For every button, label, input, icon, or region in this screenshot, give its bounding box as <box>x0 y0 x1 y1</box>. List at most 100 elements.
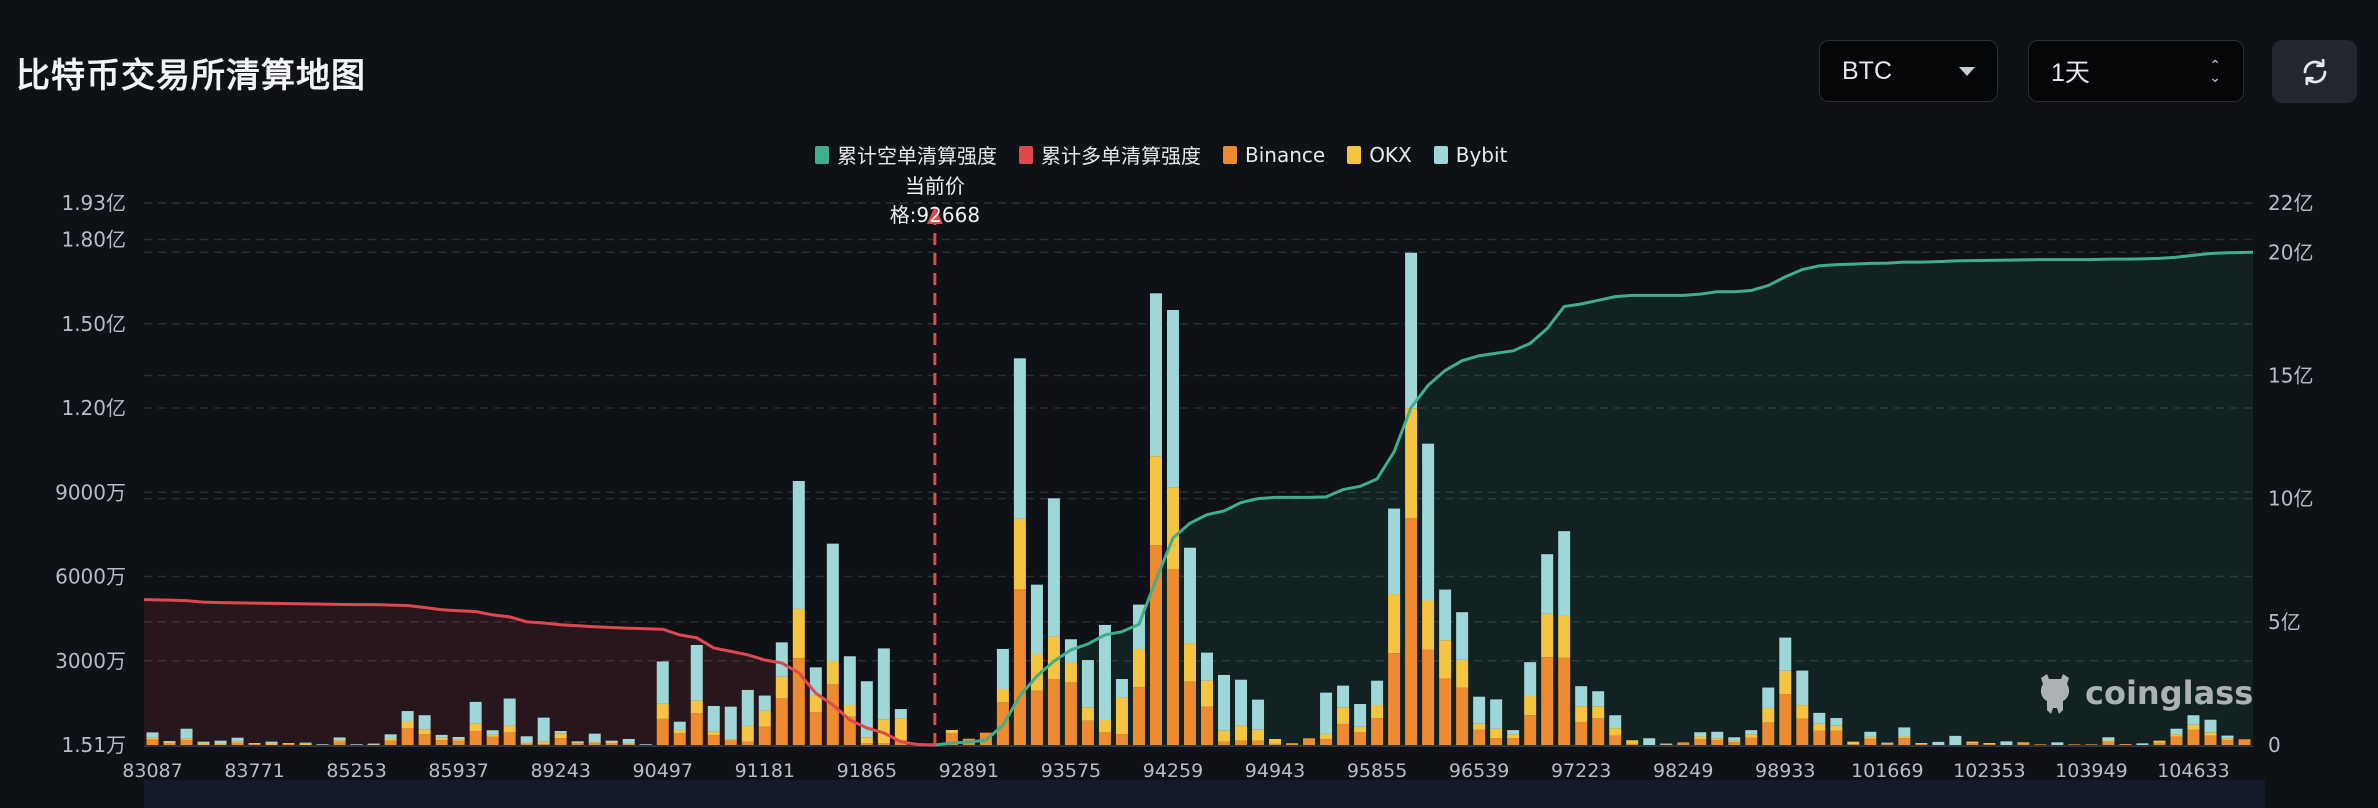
bar-stack <box>1609 715 1622 745</box>
bar-stack <box>1456 612 1469 745</box>
bar-stack <box>384 734 397 745</box>
bar-binance <box>571 743 584 745</box>
bar-bybit <box>452 736 465 740</box>
bar-stack <box>231 737 244 745</box>
legend-label: 累计多单清算强度 <box>1041 144 1201 168</box>
y-left-tick-label: 3000万 <box>55 649 126 673</box>
bar-binance <box>1796 718 1809 745</box>
bar-bybit <box>1201 652 1214 681</box>
x-tick-label: 103949 <box>2055 760 2128 782</box>
bar-binance <box>1813 730 1826 745</box>
bar-bybit <box>1745 730 1758 735</box>
bar-binance <box>860 743 873 745</box>
bar-bybit <box>1252 699 1265 730</box>
legend-label: Binance <box>1245 142 1326 167</box>
bar-binance <box>1915 743 1928 745</box>
bar-binance <box>1711 739 1724 745</box>
bar-okx <box>2153 740 2166 743</box>
bar-okx <box>384 738 397 741</box>
legend-item-long-cum[interactable]: 累计多单清算强度 <box>1019 140 1201 169</box>
bar-okx <box>1013 518 1026 589</box>
bar-binance <box>163 742 176 745</box>
bar-stack <box>1047 498 1060 745</box>
bar-bybit <box>639 744 652 746</box>
legend-label: Bybit <box>1455 142 1508 167</box>
symbol-select[interactable]: BTC <box>1819 40 1998 102</box>
bar-bybit <box>1864 731 1877 737</box>
bar-stack <box>1592 691 1605 745</box>
bar-stack <box>1626 740 1639 745</box>
bar-stack <box>1575 686 1588 745</box>
bar-stack <box>1303 738 1316 745</box>
bar-binance <box>1337 723 1350 745</box>
bar-bybit <box>673 721 686 730</box>
bar-stack <box>1064 639 1077 745</box>
current-price-label: 当前价格:92668 <box>889 174 981 227</box>
bar-bybit <box>656 661 669 704</box>
bar-okx <box>1064 662 1077 683</box>
bar-binance <box>1166 569 1179 745</box>
bar-bybit <box>1405 252 1418 409</box>
bar-okx <box>792 608 805 659</box>
bar-stack <box>1779 637 1792 745</box>
bar-bybit <box>1660 743 1673 745</box>
bar-stack <box>1507 730 1520 745</box>
bar-bybit <box>792 481 805 609</box>
bar-bybit <box>1694 732 1707 737</box>
bar-binance <box>1660 744 1673 746</box>
bar-binance <box>1132 687 1145 745</box>
bar-okx <box>1830 725 1843 731</box>
bar-stack <box>1030 584 1043 745</box>
bar-okx <box>401 721 414 729</box>
bar-bybit <box>401 711 414 722</box>
bar-okx <box>571 741 584 744</box>
bar-stack <box>2000 741 2013 745</box>
bar-bybit <box>265 741 278 744</box>
bar-stack <box>1422 443 1435 745</box>
bar-stack <box>1932 741 1945 745</box>
bar-stack <box>1081 660 1094 745</box>
bar-okx <box>1183 643 1196 682</box>
bar-okx <box>1609 728 1622 736</box>
bar-stack <box>1320 692 1333 745</box>
bar-okx <box>1762 707 1775 723</box>
bar-binance <box>1235 740 1248 745</box>
bar-stack <box>843 656 856 745</box>
bar-bybit <box>2221 735 2234 739</box>
bar-bybit <box>2136 743 2149 745</box>
legend-label: OKX <box>1369 142 1412 167</box>
bar-okx <box>1439 640 1452 679</box>
bar-okx <box>758 710 771 727</box>
bar-okx <box>486 734 499 737</box>
bar-bybit <box>214 740 227 744</box>
bar-bybit <box>775 642 788 677</box>
bar-binance <box>758 726 771 745</box>
legend-label: 累计空单清算强度 <box>837 144 997 168</box>
legend-item-okx[interactable]: OKX <box>1347 140 1412 169</box>
bar-okx <box>1456 659 1469 688</box>
zoom-slider-track[interactable] <box>144 780 2265 808</box>
bar-stack <box>2102 737 2115 745</box>
period-select[interactable]: 1天 ⌃ ⌄ <box>2028 40 2244 102</box>
bar-binance <box>1626 743 1639 745</box>
bar-stack <box>2068 744 2081 746</box>
legend-swatch <box>1223 145 1237 164</box>
bar-binance <box>1541 657 1554 745</box>
bar-binance <box>673 733 686 745</box>
bar-stack <box>571 741 584 745</box>
bar-okx <box>605 741 618 744</box>
refresh-button[interactable] <box>2272 40 2357 103</box>
bar-okx <box>231 741 244 743</box>
bar-stack <box>741 689 754 745</box>
bar-okx <box>537 741 550 745</box>
bar-stack <box>1201 652 1214 745</box>
bar-binance <box>452 740 465 745</box>
legend-swatch <box>1433 145 1448 164</box>
legend-item-binance[interactable]: Binance <box>1223 140 1325 169</box>
legend-item-short-cum[interactable]: 累计空单清算强度 <box>815 140 997 169</box>
bar-stack <box>1371 680 1384 745</box>
bar-stack <box>826 543 839 745</box>
bar-bybit <box>316 744 329 746</box>
bar-okx <box>146 737 159 740</box>
legend-item-bybit[interactable]: Bybit <box>1433 140 1508 169</box>
